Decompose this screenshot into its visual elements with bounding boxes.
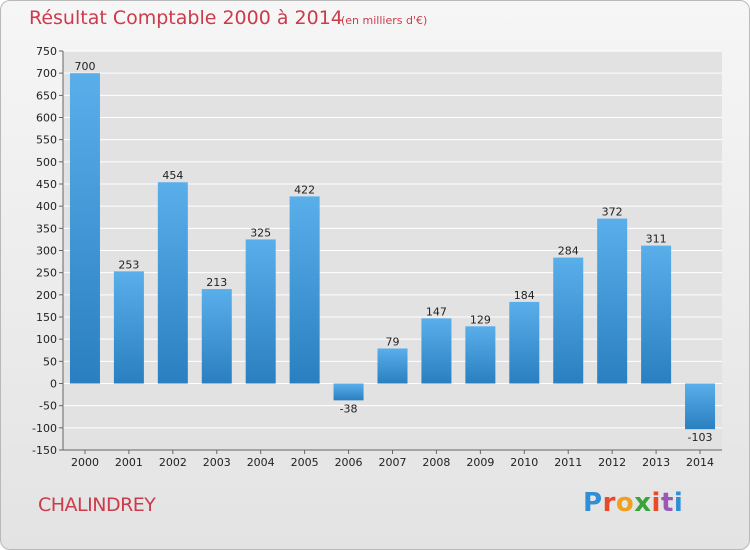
y-tick-label: -100 — [32, 422, 57, 435]
bar — [509, 301, 540, 384]
data-label: 325 — [250, 226, 271, 239]
logo-letter: o — [615, 488, 635, 518]
y-tick-label: 400 — [36, 200, 57, 213]
y-tick-label: 150 — [36, 311, 57, 324]
y-tick-label: 300 — [36, 245, 57, 258]
logo-letter: x — [634, 488, 652, 518]
data-label: 147 — [426, 305, 447, 318]
data-label: -38 — [340, 402, 358, 415]
data-label: 422 — [294, 183, 315, 196]
x-tick-label: 2002 — [159, 456, 187, 469]
bar — [333, 383, 364, 401]
y-tick-label: 200 — [36, 289, 57, 302]
data-label: -103 — [688, 431, 713, 444]
y-tick-label: 0 — [50, 378, 57, 391]
bar — [113, 271, 144, 384]
logo-letter: P — [583, 488, 603, 518]
x-tick-label: 2004 — [247, 456, 275, 469]
x-tick-label: 2012 — [598, 456, 626, 469]
data-label: 372 — [602, 206, 623, 219]
x-tick-label: 2010 — [510, 456, 538, 469]
bar — [377, 348, 408, 384]
y-tick-label: 650 — [36, 89, 57, 102]
data-label: 213 — [206, 276, 227, 289]
y-tick-label: 250 — [36, 267, 57, 280]
bar — [421, 318, 452, 384]
x-tick-label: 2011 — [554, 456, 582, 469]
bar — [289, 196, 320, 384]
data-label: 253 — [118, 258, 139, 271]
x-tick-label: 2003 — [203, 456, 231, 469]
data-label: 284 — [558, 245, 579, 258]
y-tick-label: 350 — [36, 222, 57, 235]
y-tick-label: 450 — [36, 178, 57, 191]
bar — [685, 383, 716, 430]
y-tick-label: 50 — [43, 355, 57, 368]
y-tick-label: 100 — [36, 333, 57, 346]
bar — [245, 239, 276, 384]
bar — [465, 326, 496, 384]
x-tick-label: 2007 — [379, 456, 407, 469]
y-tick-label: 600 — [36, 112, 57, 125]
data-label: 184 — [514, 289, 535, 302]
x-tick-label: 2006 — [335, 456, 363, 469]
y-tick-label: 750 — [36, 45, 57, 58]
x-tick-label: 2013 — [642, 456, 670, 469]
bar — [201, 289, 232, 384]
x-tick-label: 2008 — [422, 456, 450, 469]
x-tick-label: 2009 — [466, 456, 494, 469]
bar — [553, 257, 584, 384]
y-tick-label: -50 — [39, 400, 57, 413]
data-label: 454 — [162, 169, 183, 182]
logo-letter: i — [651, 488, 661, 518]
x-tick-label: 2005 — [291, 456, 319, 469]
proxiti-logo: Proxiti — [583, 488, 683, 518]
data-label: 311 — [646, 233, 667, 246]
bar — [69, 73, 100, 384]
chart-subtitle: (en milliers d'€) — [341, 14, 428, 27]
x-tick-label: 2014 — [686, 456, 714, 469]
bar — [641, 245, 672, 384]
x-tick-label: 2000 — [71, 456, 99, 469]
y-tick-label: 500 — [36, 156, 57, 169]
bar — [597, 218, 628, 384]
commune-name: CHALINDREY — [38, 494, 156, 516]
logo-letter: i — [673, 488, 684, 518]
chart-title: Résultat Comptable 2000 à 2014 — [29, 7, 343, 29]
data-label: 700 — [74, 60, 95, 73]
x-tick-label: 2001 — [115, 456, 143, 469]
data-label: 129 — [470, 313, 491, 326]
y-tick-label: 700 — [36, 67, 57, 80]
data-label: 79 — [386, 335, 400, 348]
bar — [157, 182, 188, 384]
logo-letter: t — [660, 488, 674, 518]
y-tick-label: -150 — [32, 444, 57, 457]
logo-letter: r — [602, 488, 616, 518]
y-tick-label: 550 — [36, 134, 57, 147]
